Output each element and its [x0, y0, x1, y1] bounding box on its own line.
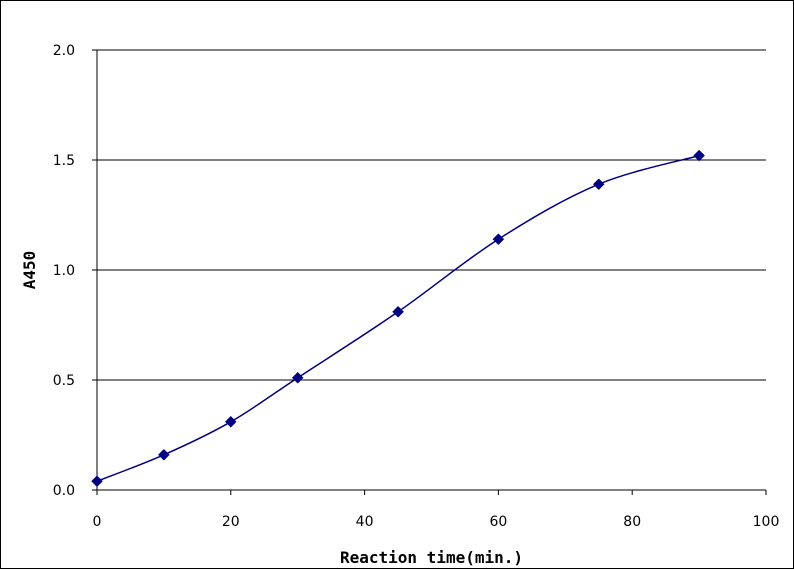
- data-series: [91, 149, 705, 488]
- y-tick-label-0: 0.0: [53, 483, 75, 499]
- data-point-5: [492, 233, 505, 246]
- x-axis-title: Reaction time(min.): [340, 548, 523, 567]
- axes: [92, 49, 767, 495]
- y-tick-label-1: 0.5: [53, 373, 75, 389]
- x-tick-label-4: 80: [623, 514, 641, 530]
- x-tick-label-1: 20: [222, 514, 240, 530]
- y-tick-label-3: 1.5: [53, 153, 75, 169]
- x-tick-label-5: 100: [753, 514, 780, 530]
- series-line-0: [96, 154, 700, 482]
- x-tick-label-0: 0: [93, 514, 102, 530]
- data-point-1: [158, 448, 170, 461]
- data-point-7: [693, 149, 705, 162]
- y-tick-label-4: 2.0: [53, 43, 75, 59]
- x-tick-label-2: 40: [356, 514, 374, 530]
- data-point-6: [592, 178, 605, 191]
- tick-labels: 0.0 0.5 1.0 1.5 2.0 0 20 40 60 80 100: [53, 43, 780, 530]
- y-axis-title: A450: [20, 251, 39, 290]
- data-point-4: [392, 305, 404, 318]
- y-tick-label-2: 1.0: [53, 263, 75, 279]
- x-tick-label-3: 60: [489, 514, 507, 530]
- data-point-0: [91, 475, 103, 488]
- gridlines: [97, 49, 766, 381]
- data-point-3: [291, 371, 304, 384]
- data-point-2: [224, 415, 237, 428]
